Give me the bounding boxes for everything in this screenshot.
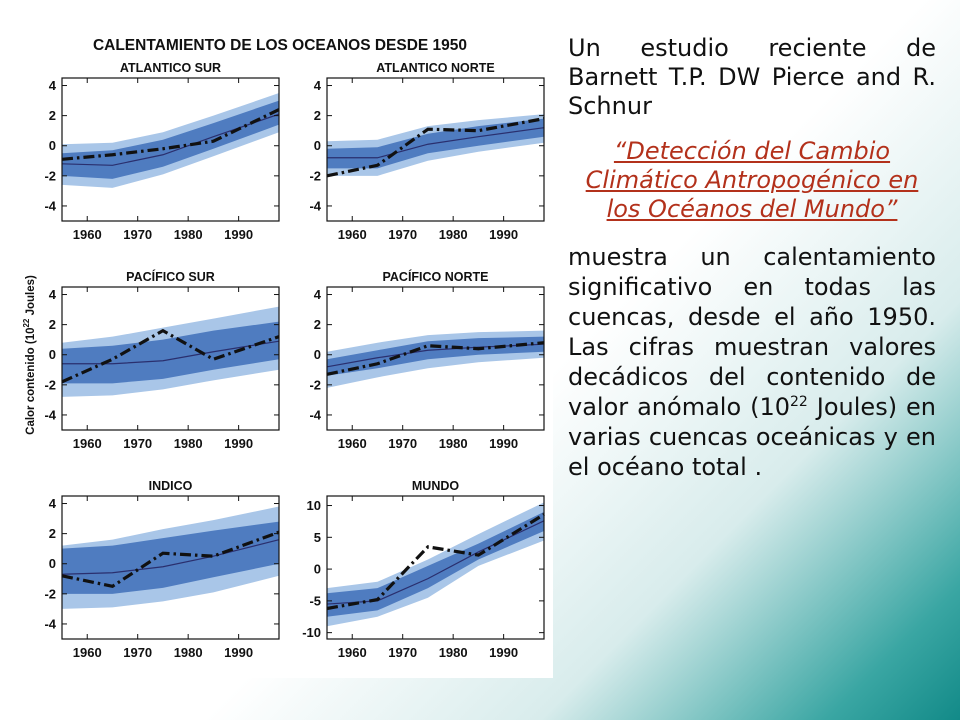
y-tick-label: -4 bbox=[44, 198, 56, 213]
x-tick-label: 1980 bbox=[174, 436, 203, 451]
y-tick-label: 5 bbox=[314, 530, 321, 545]
y-tick-label: -2 bbox=[44, 168, 56, 183]
figure-title: CALENTAMIENTO DE LOS OCEANOS DESDE 1950 bbox=[93, 37, 467, 54]
panel-title: PACÍFICO SUR bbox=[126, 269, 215, 284]
y-tick-label: 10 bbox=[307, 498, 321, 513]
x-tick-label: 1980 bbox=[439, 227, 468, 242]
y-tick-label: 0 bbox=[314, 562, 321, 577]
y-tick-label: 0 bbox=[49, 347, 56, 362]
x-tick-label: 1980 bbox=[174, 645, 203, 660]
y-tick-label: -4 bbox=[44, 407, 56, 422]
y-tick-label: 4 bbox=[314, 287, 322, 302]
y-tick-label: 4 bbox=[49, 287, 57, 302]
x-tick-label: 1990 bbox=[489, 436, 518, 451]
inner-confidence-band bbox=[62, 100, 279, 179]
panel-title: PACÍFICO NORTE bbox=[382, 269, 488, 284]
description-text: muestra un calentamiento significativo e… bbox=[568, 242, 936, 482]
plot-frame bbox=[61, 495, 280, 640]
x-tick-label: 1960 bbox=[73, 436, 102, 451]
y-tick-label: 4 bbox=[49, 78, 57, 93]
panel-title: INDICO bbox=[149, 479, 193, 493]
y-tick-label: 2 bbox=[49, 317, 56, 332]
y-tick-label: -2 bbox=[309, 377, 321, 392]
x-tick-label: 1970 bbox=[123, 227, 152, 242]
x-tick-label: 1970 bbox=[123, 436, 152, 451]
x-tick-label: 1980 bbox=[439, 436, 468, 451]
plot-frame bbox=[326, 286, 545, 431]
chart-panel: ATLANTICO NORTE 4 2 0 -2 -4 1960 1970 1980 1990 bbox=[309, 61, 545, 242]
inner-confidence-band bbox=[62, 521, 279, 594]
chart-panel: PACÍFICO NORTE 4 2 0 -2 -4 1960 1970 1980 1990 bbox=[309, 269, 545, 451]
x-tick-label: 1980 bbox=[439, 645, 468, 660]
x-tick-label: 1990 bbox=[489, 227, 518, 242]
description-part-1: muestra un calentamiento significativo e… bbox=[568, 243, 936, 421]
panel-title: MUNDO bbox=[412, 479, 459, 493]
study-title-link[interactable]: “Detección del Cambio Climático Antropog… bbox=[585, 137, 919, 223]
model-mean-line bbox=[327, 127, 545, 159]
plot-frame bbox=[61, 286, 280, 431]
y-tick-label: -4 bbox=[44, 616, 56, 631]
description-part-2: Joules) en varias cuencas oceánicas y en… bbox=[568, 393, 936, 481]
y-tick-label: -4 bbox=[309, 407, 321, 422]
x-tick-label: 1990 bbox=[224, 436, 253, 451]
y-tick-label: 2 bbox=[49, 108, 56, 123]
observed-line bbox=[326, 117, 545, 178]
panel-title: ATLANTICO SUR bbox=[120, 61, 221, 75]
chart-panel: ATLANTICO SUR 4 2 0 -2 -4 1960 1970 1980 1990 bbox=[44, 61, 280, 242]
x-tick-label: 1990 bbox=[489, 645, 518, 660]
plot-frame bbox=[326, 495, 545, 640]
x-tick-label: 1980 bbox=[174, 227, 203, 242]
y-tick-label: 4 bbox=[49, 496, 57, 511]
model-mean-line bbox=[62, 340, 280, 365]
y-tick-label: -10 bbox=[302, 625, 321, 640]
y-tick-label: -2 bbox=[44, 377, 56, 392]
chart-panel: MUNDO 10 5 0 -5 -10 1960 1970 1980 1990 bbox=[302, 479, 545, 660]
y-tick-label: -2 bbox=[309, 168, 321, 183]
observed-line bbox=[61, 328, 280, 384]
ocean-warming-figure: CALENTAMIENTO DE LOS OCEANOS DESDE 1950 … bbox=[18, 30, 553, 678]
plot-frame bbox=[61, 77, 280, 222]
x-tick-label: 1960 bbox=[73, 227, 102, 242]
observed-line bbox=[61, 108, 280, 161]
x-tick-label: 1970 bbox=[388, 436, 417, 451]
intro-text: Un estudio reciente de Barnett T.P. DW P… bbox=[568, 34, 936, 120]
x-tick-label: 1990 bbox=[224, 645, 253, 660]
x-tick-label: 1970 bbox=[388, 227, 417, 242]
y-tick-label: 2 bbox=[314, 108, 321, 123]
y-tick-label: 0 bbox=[314, 347, 321, 362]
y-tick-label: 2 bbox=[49, 526, 56, 541]
observed-line bbox=[326, 513, 545, 611]
description-exponent: 22 bbox=[790, 394, 808, 410]
model-mean-line bbox=[61, 539, 280, 575]
x-tick-label: 1970 bbox=[388, 645, 417, 660]
y-tick-label: -2 bbox=[44, 586, 56, 601]
figure-canvas: CALENTAMIENTO DE LOS OCEANOS DESDE 1950 … bbox=[22, 37, 545, 660]
panel-title: ATLANTICO NORTE bbox=[376, 61, 495, 75]
x-tick-label: 1960 bbox=[73, 645, 102, 660]
chart-panel: PACÍFICO SUR 4 2 0 -2 -4 1960 1970 1980 1990 bbox=[44, 269, 280, 451]
x-tick-label: 1960 bbox=[338, 645, 367, 660]
inner-confidence-band bbox=[327, 511, 544, 617]
y-tick-label: 0 bbox=[49, 556, 56, 571]
y-tick-label: 4 bbox=[314, 78, 322, 93]
y-tick-label: 0 bbox=[314, 138, 321, 153]
x-tick-label: 1960 bbox=[338, 227, 367, 242]
observed-line bbox=[326, 341, 545, 376]
figure-y-axis-label: Calor contenido (1022 Joules) bbox=[22, 275, 37, 435]
y-tick-label: 2 bbox=[314, 317, 321, 332]
x-tick-label: 1970 bbox=[123, 645, 152, 660]
y-tick-label: -5 bbox=[309, 593, 321, 608]
x-tick-label: 1960 bbox=[338, 436, 367, 451]
y-tick-label: -4 bbox=[309, 198, 321, 213]
y-tick-label: 0 bbox=[49, 138, 56, 153]
plot-frame bbox=[326, 77, 545, 222]
x-tick-label: 1990 bbox=[224, 227, 253, 242]
text-panel: Un estudio reciente de Barnett T.P. DW P… bbox=[568, 34, 936, 482]
observed-line bbox=[61, 530, 280, 589]
inner-confidence-band bbox=[62, 321, 279, 384]
chart-panel: INDICO 4 2 0 -2 -4 1960 1970 1980 1990 bbox=[44, 479, 280, 660]
